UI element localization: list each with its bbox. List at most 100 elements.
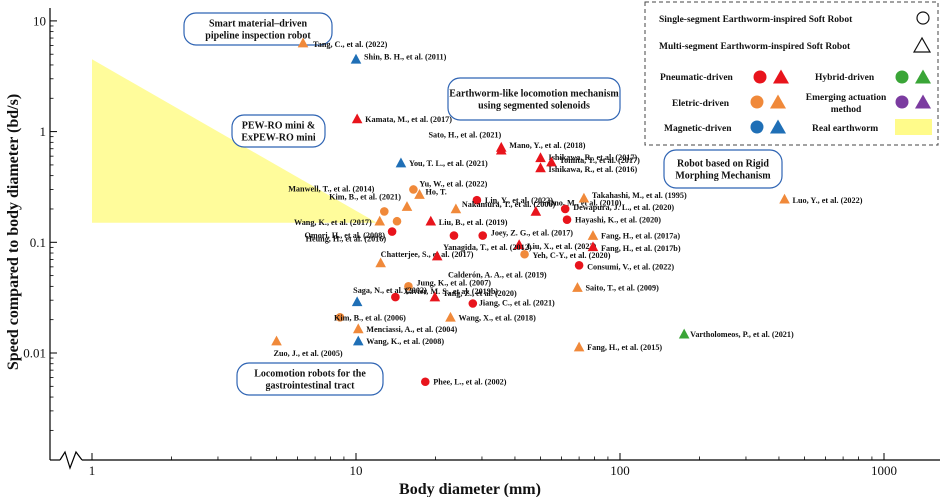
point-label: Sato, H., et al. (2021) bbox=[428, 130, 501, 139]
legend-triangle-swatch bbox=[915, 69, 931, 84]
point-marker bbox=[560, 204, 570, 214]
point-label: Heung, H., et al. (2016) bbox=[306, 235, 387, 244]
y-tick-label: 0.1 bbox=[30, 235, 46, 250]
point-label: Jung, K., et al. (2007) bbox=[416, 278, 491, 287]
point-marker bbox=[495, 144, 507, 155]
point-label: Calderón, A. A., et al. (2019) bbox=[448, 271, 547, 280]
callout-text: using segmented solenoids bbox=[478, 101, 590, 112]
point-label: Hayashi, K., et al. (2020) bbox=[575, 216, 661, 225]
point-marker bbox=[573, 341, 585, 352]
legend-multi-label: Multi-segment Earthworm-inspired Soft Ro… bbox=[659, 42, 851, 52]
callout-text: gastrointestinal tract bbox=[266, 381, 356, 392]
data-points: Tang, C., et al. (2022) Shin, B. H., et a… bbox=[271, 37, 863, 387]
legend-triangle-swatch bbox=[915, 94, 931, 109]
point-marker bbox=[425, 215, 437, 226]
point-label: Yanagida, T., et al. (2012) bbox=[443, 243, 532, 252]
point-label: Lin, Y., et al. (2022) bbox=[485, 196, 553, 205]
legend-hybrid-label: Hybrid-driven bbox=[815, 73, 875, 83]
x-tick-label: 1 bbox=[89, 463, 96, 478]
point-marker bbox=[391, 292, 400, 302]
legend-box bbox=[644, 1, 939, 146]
point-marker bbox=[572, 282, 583, 292]
point-marker bbox=[374, 215, 386, 226]
legend-single-label: Single-segment Earthworm-inspired Soft R… bbox=[659, 15, 853, 25]
callout-box bbox=[183, 12, 333, 46]
point-label: Fang, H., et al. (2015) bbox=[587, 343, 662, 352]
point-marker bbox=[530, 205, 542, 216]
point-label: Phee, L., et al. (2002) bbox=[433, 378, 506, 387]
callout-box bbox=[447, 77, 621, 121]
point-marker bbox=[375, 257, 386, 268]
point-marker bbox=[429, 291, 441, 302]
legend-emerging-label: Emerging actuation bbox=[806, 93, 887, 103]
point-marker bbox=[271, 335, 282, 346]
point-label: Wang, K., et al. (2008) bbox=[366, 337, 444, 346]
callout-box bbox=[663, 149, 783, 189]
point-marker bbox=[513, 239, 525, 250]
point-label: Xavier, M. S., et al. (2019b) bbox=[403, 287, 498, 296]
axes: 1 10 100 1000 0.01 0.1 1 10 Body diameter (mm) Sp… bbox=[5, 8, 940, 497]
point-marker bbox=[420, 377, 430, 387]
point-marker bbox=[395, 157, 407, 168]
point-marker bbox=[401, 201, 413, 211]
x-tick-label: 1000 bbox=[871, 463, 897, 478]
callout-text: Locomotion robots for the bbox=[254, 369, 366, 380]
point-marker bbox=[409, 185, 418, 194]
point-label: Omori, H., et al. (2008) bbox=[305, 231, 386, 240]
point-marker bbox=[387, 227, 397, 236]
point-marker bbox=[587, 241, 599, 252]
point-marker bbox=[472, 195, 482, 205]
point-label: Kamata, M., et al. (2017) bbox=[365, 115, 452, 124]
point-label: Consumi, V., et al. (2022) bbox=[587, 262, 674, 271]
point-marker bbox=[535, 152, 546, 163]
point-marker bbox=[449, 231, 459, 240]
y-tick-label: 1 bbox=[40, 124, 47, 139]
legend-circle-swatch bbox=[895, 70, 909, 84]
point-label: Saito, T., et al. (2009) bbox=[585, 284, 659, 293]
legend-triangle-swatch bbox=[770, 119, 786, 134]
callout-text: Morphing Mechanism bbox=[675, 171, 771, 182]
point-label: Wang, X., et al. (2018) bbox=[458, 313, 536, 322]
point-marker bbox=[450, 203, 462, 214]
point-marker bbox=[678, 328, 690, 339]
point-label: Vartholomeos, P., et al. (2021) bbox=[690, 330, 794, 339]
legend-circle-swatch bbox=[753, 70, 767, 84]
callout-text: Smart material–driven bbox=[209, 19, 307, 30]
legend-magnetic-label: Magnetic-driven bbox=[664, 124, 732, 134]
point-label: Ishikawa, R., et al. (2017) bbox=[549, 153, 638, 162]
point-marker bbox=[352, 335, 364, 346]
point-marker bbox=[352, 323, 364, 334]
point-label: Liu, X., et al. (2022) bbox=[527, 242, 596, 251]
x-axis-title: Body diameter (mm) bbox=[399, 481, 541, 497]
legend-circle-swatch bbox=[750, 95, 764, 109]
point-marker bbox=[392, 216, 402, 226]
point-label: Chatterjee, S., et al. (2017) bbox=[381, 250, 474, 259]
point-label: Menciassi, A., et al. (2004) bbox=[366, 325, 457, 334]
point-marker bbox=[351, 113, 363, 124]
point-label: Fang, H., et al. (2017a) bbox=[601, 232, 680, 241]
legend-circle-swatch bbox=[895, 95, 909, 109]
point-marker bbox=[578, 192, 590, 203]
callout-text: pipeline inspection robot bbox=[205, 31, 311, 42]
point-label: Dewapura, J. L., et al. (2020) bbox=[573, 203, 674, 212]
point-label: Luo, Y., et al. (2022) bbox=[793, 196, 863, 205]
point-marker bbox=[380, 207, 389, 216]
point-marker bbox=[335, 313, 345, 322]
legend-triangle-icon bbox=[912, 36, 932, 53]
legend-earthworm-label: Real earthworm bbox=[812, 124, 878, 134]
point-label: Joey, Z. G., et al. (2017) bbox=[491, 229, 574, 238]
y-axis-title: Speed compared to body diameter (bd/s) bbox=[5, 94, 22, 370]
callout-box bbox=[236, 362, 384, 396]
point-label: Tang, C., et al. (2022) bbox=[313, 40, 388, 49]
point-label: Kim, B., et al. (2006) bbox=[334, 313, 406, 322]
point-label: Ho, T. bbox=[426, 188, 447, 197]
callout-text: Robot based on Rigid bbox=[677, 159, 769, 170]
point-label: Ishikawa, R., et al. (2016) bbox=[549, 165, 638, 174]
point-label: Kim, B., et al. (2021) bbox=[329, 193, 401, 202]
callout-text: PEW-RO mini & bbox=[242, 121, 316, 132]
legend-pneumatic-label: Pneumatic-driven bbox=[660, 73, 734, 83]
x-tick-label: 100 bbox=[610, 463, 630, 478]
